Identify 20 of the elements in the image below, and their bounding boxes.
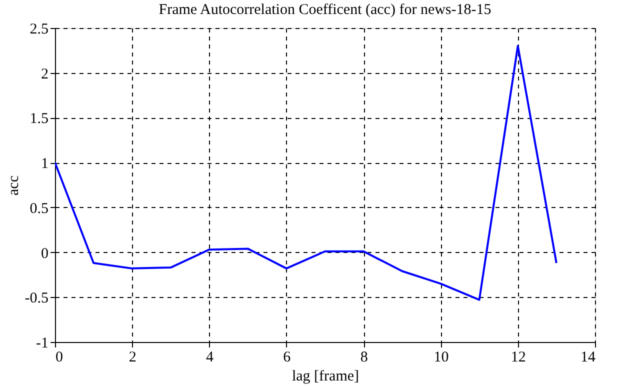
chart-title: Frame Autocorrelation Coefficent (acc) for news-18-15 bbox=[158, 2, 492, 18]
line-series bbox=[55, 44, 558, 301]
y-tick-label: 1.5 bbox=[30, 111, 48, 128]
x-tick-label: 10 bbox=[434, 350, 449, 366]
x-tick-label: 4 bbox=[206, 350, 214, 366]
y-tick-label: -0.5 bbox=[24, 290, 48, 307]
y-tick-label: 2.5 bbox=[30, 22, 48, 38]
x-tick-label: 6 bbox=[283, 350, 292, 366]
y-tick-label: 2 bbox=[41, 66, 48, 82]
y-tick-label: 0 bbox=[41, 246, 48, 262]
x-tick-label: 12 bbox=[510, 350, 526, 366]
y-tick-label: 0.5 bbox=[30, 200, 48, 217]
x-tick-label: 0 bbox=[56, 350, 63, 366]
y-tick-label: -1 bbox=[36, 336, 48, 352]
x-tick-label: 8 bbox=[360, 350, 368, 366]
x-tick-label: 14 bbox=[580, 350, 596, 366]
x-axis-title: lag [frame] bbox=[292, 368, 360, 384]
x-tick-label: 2 bbox=[128, 350, 136, 366]
y-axis-title: acc bbox=[6, 175, 22, 196]
y-tick-label: 1 bbox=[41, 156, 48, 172]
